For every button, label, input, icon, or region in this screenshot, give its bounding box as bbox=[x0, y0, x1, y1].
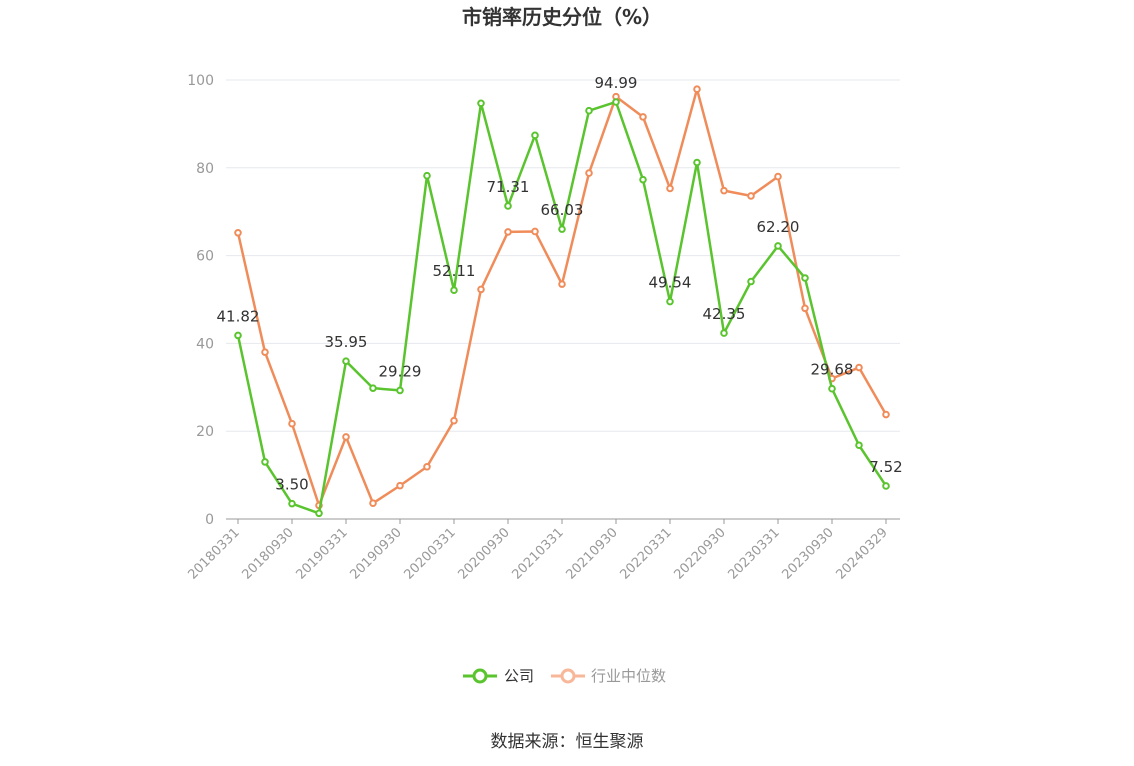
data-point bbox=[828, 384, 836, 393]
data-label: 29.29 bbox=[379, 362, 422, 380]
data-labels: 41.82 3.50 35.95 29.29 52.11 71.31 66.03 94.99 4… bbox=[217, 74, 903, 494]
legend-company-marker bbox=[472, 668, 488, 684]
data-point bbox=[720, 329, 728, 337]
data-point bbox=[315, 509, 323, 518]
data-point bbox=[288, 499, 296, 508]
legend-industry-label: 行业中位数 bbox=[591, 667, 666, 685]
data-source: 数据来源：恒生聚源 bbox=[491, 732, 644, 752]
data-label: 3.50 bbox=[275, 476, 308, 494]
data-point bbox=[774, 172, 782, 181]
series-layer bbox=[234, 85, 890, 518]
x-tick-label: 20210930 bbox=[563, 525, 620, 582]
data-point bbox=[288, 419, 296, 428]
data-point bbox=[666, 297, 674, 306]
data-point bbox=[396, 386, 404, 395]
y-tick-label: 80 bbox=[196, 161, 214, 177]
x-tick-label: 20200331 bbox=[401, 525, 458, 582]
legend[interactable]: 公司 行业中位数 bbox=[463, 667, 666, 685]
data-point bbox=[342, 433, 350, 441]
x-tick-label: 20240329 bbox=[833, 525, 890, 582]
data-point bbox=[612, 98, 620, 106]
data-point bbox=[450, 416, 458, 425]
data-point bbox=[558, 280, 566, 288]
series-line bbox=[236, 100, 888, 515]
data-point bbox=[234, 331, 242, 340]
data-label: 62.20 bbox=[757, 218, 800, 236]
legend-company-label: 公司 bbox=[504, 667, 534, 685]
data-point bbox=[585, 106, 593, 115]
data-point bbox=[369, 499, 377, 507]
x-tick-label: 20190331 bbox=[293, 525, 350, 582]
data-label: 66.03 bbox=[541, 201, 584, 219]
x-tick-label: 20190930 bbox=[347, 525, 404, 582]
data-point bbox=[801, 304, 809, 313]
x-tick-label: 20210331 bbox=[509, 525, 566, 582]
data-point bbox=[477, 285, 485, 294]
data-label: 49.54 bbox=[649, 274, 692, 292]
y-tick-label: 20 bbox=[196, 424, 214, 440]
data-point bbox=[882, 482, 890, 490]
data-label: 42.35 bbox=[703, 305, 746, 323]
data-point bbox=[747, 192, 755, 200]
grid-lines bbox=[226, 79, 900, 432]
data-label: 52.11 bbox=[433, 262, 476, 280]
data-point bbox=[639, 175, 647, 184]
data-point bbox=[774, 242, 782, 250]
data-point bbox=[639, 113, 647, 121]
data-point bbox=[720, 186, 728, 195]
data-point bbox=[234, 228, 242, 237]
data-point bbox=[261, 348, 269, 356]
x-tick-label: 20230331 bbox=[725, 525, 782, 582]
data-point bbox=[423, 171, 431, 180]
x-tick-label: 20180331 bbox=[185, 525, 242, 582]
data-label: 35.95 bbox=[325, 333, 368, 351]
x-tick-label: 20230930 bbox=[779, 525, 836, 582]
data-point bbox=[423, 462, 431, 471]
data-point bbox=[882, 410, 890, 419]
x-tick-label: 20200930 bbox=[455, 525, 512, 582]
series-line bbox=[236, 87, 888, 507]
data-label: 41.82 bbox=[217, 307, 260, 325]
y-tick-label: 60 bbox=[196, 249, 214, 265]
y-tick-label: 100 bbox=[187, 73, 214, 89]
data-label: 29.68 bbox=[811, 361, 854, 379]
y-axis-ticks: 0 20 40 60 80 100 bbox=[187, 73, 214, 528]
data-label: 7.52 bbox=[869, 458, 902, 476]
data-point bbox=[261, 458, 269, 466]
data-point bbox=[369, 384, 377, 392]
data-point bbox=[855, 441, 863, 450]
data-point bbox=[450, 286, 458, 295]
data-point bbox=[342, 357, 350, 365]
data-point bbox=[585, 169, 593, 177]
data-point bbox=[693, 158, 701, 167]
data-point bbox=[747, 277, 755, 286]
data-point bbox=[693, 85, 701, 94]
x-tick-label: 20180930 bbox=[239, 525, 296, 582]
series-company bbox=[234, 98, 890, 518]
data-point bbox=[396, 481, 404, 490]
data-point bbox=[531, 131, 539, 140]
data-point bbox=[477, 99, 485, 108]
legend-industry-marker bbox=[560, 668, 576, 684]
data-label: 94.99 bbox=[595, 74, 638, 92]
legend-item-company[interactable]: 公司 bbox=[463, 667, 534, 685]
legend-item-industry-median[interactable]: 行业中位数 bbox=[551, 667, 666, 685]
data-point bbox=[801, 274, 809, 282]
data-point bbox=[855, 363, 863, 372]
y-tick-label: 40 bbox=[196, 336, 214, 352]
data-point bbox=[504, 202, 512, 210]
y-tick-label: 0 bbox=[205, 512, 214, 528]
chart-title: 市销率历史分位（%） bbox=[462, 5, 662, 29]
x-axis: 2018033120180930201903312019093020200331… bbox=[185, 518, 900, 583]
series-industry-median bbox=[234, 85, 890, 510]
data-point bbox=[666, 184, 674, 193]
data-point bbox=[558, 225, 566, 233]
x-tick-label: 20220930 bbox=[671, 525, 728, 582]
data-label: 71.31 bbox=[487, 178, 530, 196]
data-point bbox=[504, 228, 512, 236]
x-tick-label: 20220331 bbox=[617, 525, 674, 582]
data-point bbox=[531, 227, 539, 236]
